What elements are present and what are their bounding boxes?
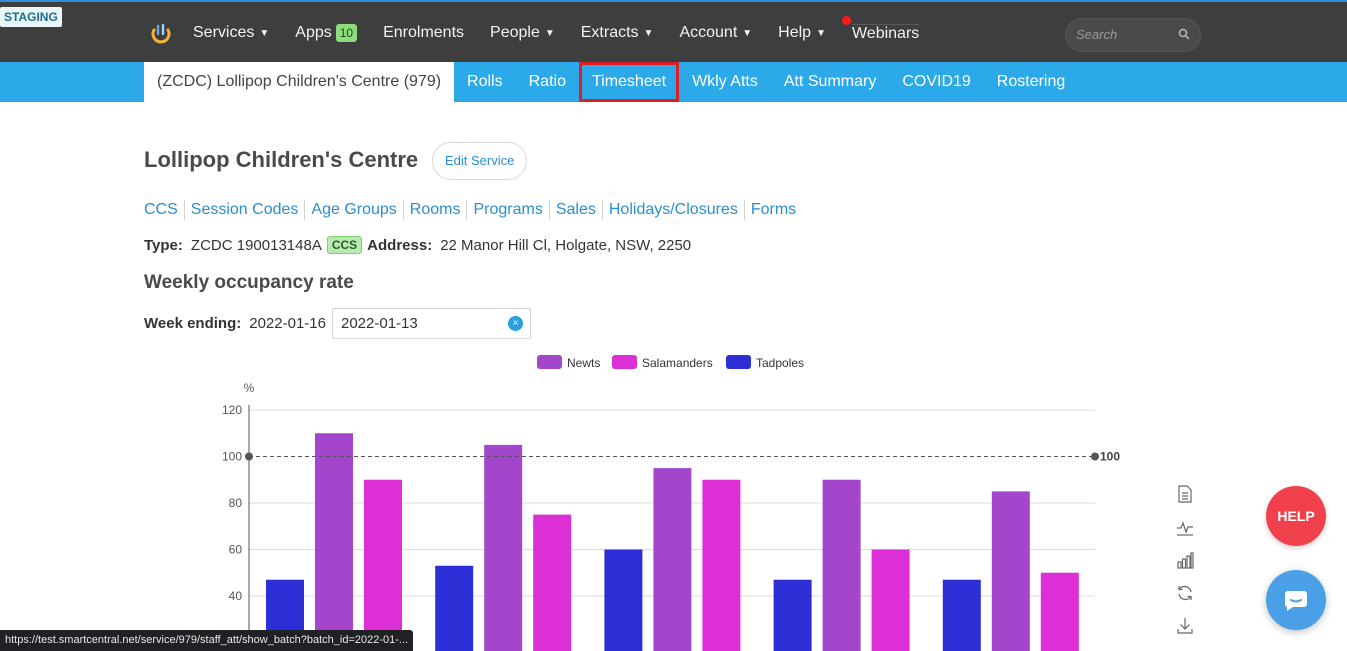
tab-service[interactable]: (ZCDC) Lollipop Children's Centre (979) [144, 62, 455, 102]
search-icon[interactable] [1178, 28, 1190, 40]
bar-newts [822, 479, 861, 651]
chat-button[interactable] [1266, 570, 1326, 630]
tab-covid19[interactable]: COVID19 [902, 73, 971, 90]
link-session-codes[interactable]: Session Codes [183, 200, 305, 220]
bar-salamanders [533, 514, 572, 651]
nav-account[interactable]: Account ▼ [679, 24, 753, 41]
bar-newts [484, 444, 523, 651]
link-ccs[interactable]: CCS [144, 201, 178, 218]
occupancy-title: Weekly occupancy rate [144, 272, 354, 293]
tab-ratio[interactable]: Ratio [528, 73, 566, 90]
markline-label: 100 [1100, 450, 1120, 464]
bar-tadpoles [435, 565, 474, 651]
week-ending-value: 2022-01-16 [249, 315, 326, 332]
bar-salamanders [364, 479, 402, 651]
top-navbar: STAGING Services ▼ Apps 10 Enrolments Peop… [0, 0, 1347, 62]
address-value: 22 Manor Hill Cl, Holgate, NSW, 2250 [440, 236, 692, 254]
nav-people[interactable]: People ▼ [490, 24, 555, 41]
status-url: https://test.smartcentral.net/service/97… [0, 630, 414, 651]
chat-icon [1284, 591, 1307, 611]
bar-newts [991, 491, 1030, 651]
week-ending-row: Week ending: 2022-01-16 × [144, 308, 531, 339]
data-view-icon[interactable] [1176, 485, 1194, 503]
search-input[interactable] [1076, 27, 1176, 42]
bar-salamanders [1040, 572, 1079, 651]
nav-webinars[interactable]: Webinars [851, 23, 920, 42]
restore-icon[interactable] [1176, 584, 1194, 602]
bar-tadpoles [773, 579, 812, 651]
nav-extracts[interactable]: Extracts ▼ [580, 24, 654, 41]
week-ending-label: Week ending: [144, 315, 242, 332]
y-axis-label: % [244, 381, 255, 395]
page-title: Lollipop Children's Centre [144, 147, 419, 172]
legend-label: Newts [567, 356, 600, 370]
clear-date-icon[interactable]: × [507, 316, 523, 331]
staging-badge: STAGING [0, 7, 62, 27]
type-value: ZCDC 190013148A [190, 236, 322, 254]
nav-help[interactable]: Help ▼ [778, 24, 826, 41]
tab-att-summary[interactable]: Att Summary [783, 73, 877, 90]
nav-services[interactable]: Services ▼ [193, 24, 270, 41]
legend-swatch [726, 355, 751, 369]
chevron-down-icon: ▼ [816, 27, 826, 39]
edit-service-button[interactable]: Edit Service [432, 142, 528, 180]
legend-label: Salamanders [642, 356, 713, 370]
type-label: Type: [144, 236, 183, 254]
legend-label: Tadpoles [756, 356, 804, 370]
bar-salamanders [702, 479, 741, 651]
notification-dot [842, 16, 851, 25]
service-links: CCS Session Codes Age Groups Rooms Progr… [144, 200, 802, 220]
chevron-down-icon: ▼ [643, 27, 654, 39]
bar-chart-icon[interactable] [1176, 551, 1194, 569]
address-label: Address: [367, 236, 433, 254]
legend-swatch [612, 355, 637, 369]
markline-start-dot [245, 452, 253, 461]
tab-timesheet[interactable]: Timesheet [578, 62, 680, 102]
bar-salamanders [871, 549, 910, 651]
service-subnav: (ZCDC) Lollipop Children's Centre (979) … [0, 62, 1347, 102]
tab-rostering[interactable]: Rostering [996, 73, 1066, 90]
y-tick-label: 100 [222, 450, 242, 464]
main-nav: Services ▼ Apps 10 Enrolments People ▼ Extr… [180, 2, 932, 64]
apps-count-badge: 10 [335, 24, 358, 42]
bar-tadpoles [942, 579, 981, 651]
link-forms[interactable]: Forms [743, 200, 802, 220]
chevron-down-icon: ▼ [544, 27, 555, 39]
search-box[interactable] [1065, 18, 1201, 52]
nav-enrolments[interactable]: Enrolments [383, 24, 465, 41]
tab-wkly-atts[interactable]: Wkly Atts [692, 73, 758, 90]
y-tick-label: 80 [229, 496, 243, 510]
bar-newts [315, 433, 353, 651]
nav-apps[interactable]: Apps 10 [282, 2, 370, 64]
line-chart-icon[interactable] [1176, 518, 1194, 536]
chevron-down-icon: ▼ [259, 27, 270, 39]
bar-newts [653, 468, 692, 651]
y-tick-label: 40 [229, 589, 243, 603]
app-logo-icon[interactable] [150, 22, 172, 44]
week-ending-picker[interactable]: × [331, 308, 531, 339]
link-holidays-closures[interactable]: Holidays/Closures [601, 200, 744, 220]
tab-rolls[interactable]: Rolls [467, 73, 503, 90]
download-icon[interactable] [1176, 617, 1194, 635]
markline-end-dot [1091, 452, 1099, 461]
link-sales[interactable]: Sales [548, 200, 602, 220]
legend-swatch [537, 355, 562, 369]
chevron-down-icon: ▼ [742, 27, 753, 39]
week-ending-input[interactable] [340, 315, 501, 332]
service-info: Type: ZCDC 190013148A CCS Address: 22 Ma… [144, 236, 691, 254]
bar-tadpoles [604, 549, 643, 651]
link-programs[interactable]: Programs [466, 200, 548, 220]
link-rooms[interactable]: Rooms [402, 200, 467, 220]
chart-toolbox [1176, 485, 1196, 650]
help-button[interactable]: HELP [1266, 486, 1326, 546]
ccs-badge: CCS [326, 236, 363, 254]
link-age-groups[interactable]: Age Groups [304, 200, 402, 220]
y-tick-label: 120 [222, 403, 242, 417]
y-tick-label: 60 [229, 543, 243, 557]
